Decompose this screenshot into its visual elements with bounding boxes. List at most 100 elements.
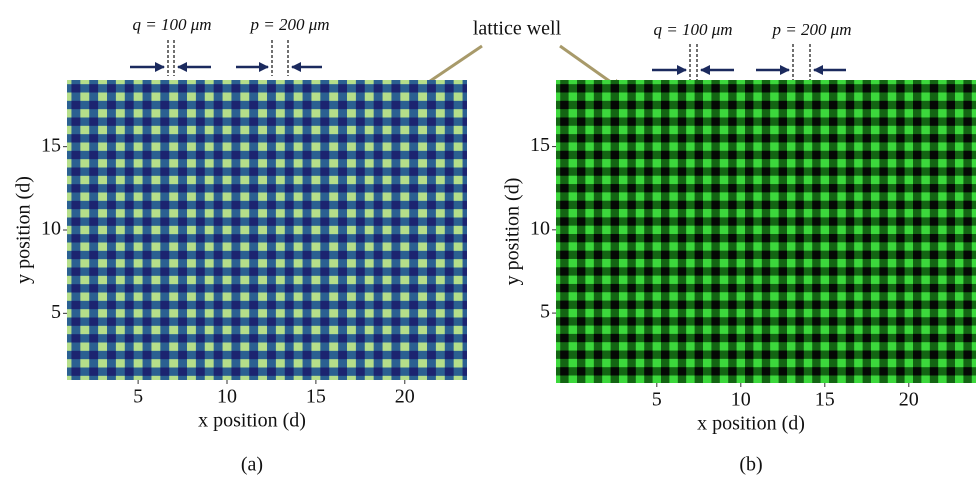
lattice-well bbox=[619, 375, 628, 383]
lattice-well bbox=[585, 392, 593, 400]
lattice-well bbox=[669, 59, 677, 67]
lattice-well bbox=[770, 375, 779, 383]
lattice-well bbox=[187, 342, 196, 351]
lattice-well bbox=[418, 159, 427, 168]
lattice-well bbox=[311, 159, 321, 168]
lattice-well bbox=[955, 308, 964, 318]
lattice-well bbox=[921, 292, 930, 301]
lattice-well bbox=[703, 159, 712, 168]
lattice-well bbox=[80, 192, 90, 201]
lattice-well bbox=[602, 242, 611, 251]
lattice-well bbox=[435, 259, 445, 268]
lattice-well bbox=[400, 92, 410, 101]
lattice-well bbox=[568, 125, 577, 135]
lattice-well bbox=[347, 309, 356, 318]
lattice-well bbox=[938, 358, 947, 368]
lattice-well bbox=[347, 225, 356, 235]
lattice-well bbox=[275, 175, 285, 185]
lattice-well bbox=[347, 325, 356, 335]
lattice-well bbox=[133, 209, 143, 218]
lattice-well bbox=[770, 192, 779, 201]
lattice-well bbox=[98, 275, 107, 285]
lattice-well bbox=[364, 192, 374, 201]
lattice-well bbox=[568, 258, 577, 268]
lattice-well bbox=[151, 309, 161, 318]
lattice-well bbox=[837, 209, 846, 218]
lattice-well bbox=[382, 80, 392, 85]
lattice-well bbox=[80, 109, 90, 118]
lattice-well bbox=[98, 109, 107, 118]
lattice-well bbox=[489, 193, 498, 201]
lattice-well bbox=[803, 358, 813, 368]
lattice-well bbox=[635, 308, 645, 318]
lattice-well bbox=[67, 275, 72, 285]
lattice-well bbox=[837, 392, 845, 400]
lattice-well bbox=[115, 209, 125, 218]
lattice-well bbox=[619, 59, 627, 67]
lattice-well bbox=[938, 242, 947, 251]
lattice-well bbox=[569, 409, 577, 417]
lattice-well bbox=[635, 275, 645, 284]
lattice-well bbox=[63, 393, 72, 401]
lattice-well bbox=[669, 80, 678, 85]
lattice-well bbox=[837, 175, 846, 185]
lattice-well bbox=[837, 142, 846, 151]
lattice-well bbox=[837, 375, 846, 383]
lattice-well bbox=[955, 275, 964, 284]
lattice-well bbox=[169, 92, 179, 101]
lattice-well bbox=[938, 159, 947, 168]
lattice-well bbox=[293, 309, 303, 318]
lattice-well bbox=[400, 309, 410, 318]
lattice-well bbox=[187, 325, 196, 335]
lattice-well bbox=[311, 242, 321, 251]
lattice-well bbox=[753, 92, 762, 101]
lattice-well bbox=[703, 342, 712, 351]
lattice-well bbox=[98, 325, 107, 335]
lattice-well bbox=[871, 80, 880, 85]
lattice-well bbox=[568, 358, 577, 368]
lattice-well bbox=[347, 393, 356, 401]
lattice-well bbox=[719, 109, 729, 118]
lattice-well bbox=[602, 409, 610, 417]
lattice-well bbox=[736, 175, 745, 185]
lattice-well bbox=[921, 125, 930, 135]
lattice-well bbox=[151, 325, 161, 335]
lattice-well bbox=[585, 209, 594, 218]
lattice-well bbox=[803, 275, 813, 284]
lattice-well bbox=[955, 292, 964, 301]
lattice-well bbox=[955, 109, 964, 118]
lattice-well bbox=[837, 125, 846, 135]
lattice-well bbox=[854, 175, 863, 185]
lattice-well bbox=[453, 292, 463, 301]
lattice-well bbox=[871, 375, 880, 383]
lattice-well bbox=[382, 142, 392, 151]
lattice-well bbox=[275, 275, 285, 285]
lattice-well bbox=[619, 292, 628, 301]
lattice-well bbox=[803, 92, 813, 101]
lattice-well bbox=[938, 192, 947, 201]
lattice-well bbox=[489, 359, 498, 367]
lattice-well bbox=[736, 325, 745, 334]
lattice-well bbox=[98, 225, 107, 235]
lattice-well bbox=[293, 92, 303, 101]
panel-label: (a) bbox=[241, 454, 263, 476]
lattice-well bbox=[871, 142, 880, 151]
lattice-well bbox=[854, 225, 863, 234]
x-axis-label: x position (d) bbox=[198, 410, 306, 432]
lattice-well bbox=[80, 92, 90, 101]
lattice-well bbox=[955, 375, 964, 383]
lattice-well bbox=[535, 342, 543, 350]
lattice-well bbox=[293, 259, 303, 268]
lattice-well bbox=[803, 80, 813, 85]
lattice-well bbox=[938, 109, 947, 118]
lattice-well bbox=[619, 159, 628, 168]
lattice-well bbox=[240, 142, 250, 151]
lattice-well bbox=[686, 325, 695, 334]
lattice-well bbox=[804, 409, 812, 417]
lattice-well bbox=[293, 325, 303, 335]
lattice-well bbox=[67, 359, 72, 368]
lattice-well bbox=[602, 59, 610, 67]
lattice-well bbox=[240, 159, 250, 168]
lattice-well bbox=[400, 375, 410, 380]
lattice-well bbox=[67, 125, 72, 135]
